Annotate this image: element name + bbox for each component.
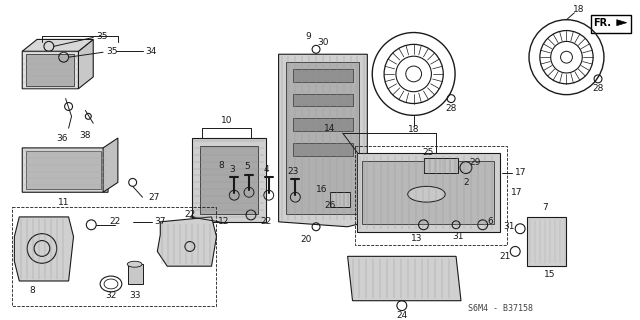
- Polygon shape: [293, 94, 353, 107]
- Polygon shape: [103, 138, 118, 192]
- Text: 27: 27: [148, 193, 160, 202]
- Ellipse shape: [127, 261, 142, 267]
- Polygon shape: [22, 51, 83, 89]
- Text: 25: 25: [423, 148, 434, 157]
- Polygon shape: [278, 54, 367, 227]
- Polygon shape: [157, 217, 216, 266]
- Polygon shape: [358, 153, 500, 232]
- Polygon shape: [22, 39, 93, 51]
- Polygon shape: [287, 62, 360, 214]
- Polygon shape: [348, 256, 461, 301]
- Text: 5: 5: [244, 162, 250, 171]
- Text: 35: 35: [106, 47, 118, 56]
- Ellipse shape: [100, 276, 122, 292]
- Text: 35: 35: [97, 32, 108, 41]
- Text: 33: 33: [129, 291, 140, 300]
- Polygon shape: [79, 39, 93, 89]
- Text: 2: 2: [463, 178, 468, 187]
- Text: 20: 20: [301, 235, 312, 244]
- Ellipse shape: [104, 279, 118, 289]
- Text: 11: 11: [58, 198, 69, 207]
- Text: 31: 31: [504, 222, 515, 231]
- Polygon shape: [22, 148, 108, 192]
- Polygon shape: [293, 69, 353, 82]
- Ellipse shape: [408, 186, 445, 202]
- Text: 3: 3: [229, 165, 235, 174]
- Text: 17: 17: [511, 188, 523, 197]
- Polygon shape: [14, 217, 74, 281]
- Text: 36: 36: [56, 133, 67, 142]
- Text: 29: 29: [469, 158, 481, 167]
- Text: 23: 23: [288, 167, 299, 176]
- Polygon shape: [293, 143, 353, 156]
- Polygon shape: [26, 151, 101, 189]
- Text: 21: 21: [500, 252, 511, 261]
- Text: 17: 17: [515, 168, 527, 177]
- Text: 28: 28: [593, 84, 604, 93]
- Text: 32: 32: [106, 291, 116, 300]
- Text: 31: 31: [452, 232, 464, 241]
- Text: 38: 38: [79, 131, 91, 140]
- Text: 10: 10: [221, 116, 232, 125]
- Polygon shape: [293, 118, 353, 131]
- Text: 22: 22: [184, 211, 195, 220]
- Text: 18: 18: [573, 5, 584, 14]
- Text: 4: 4: [264, 165, 269, 174]
- Polygon shape: [192, 138, 266, 222]
- Text: 26: 26: [324, 201, 335, 210]
- Polygon shape: [200, 146, 258, 214]
- Text: 16: 16: [316, 185, 328, 194]
- Text: 9: 9: [305, 32, 311, 41]
- Polygon shape: [362, 161, 493, 224]
- Text: 22: 22: [260, 217, 271, 226]
- Text: S6M4 - B37158: S6M4 - B37158: [468, 304, 533, 313]
- Text: 34: 34: [146, 47, 157, 56]
- Text: 37: 37: [154, 217, 166, 226]
- Polygon shape: [527, 217, 566, 266]
- Text: 6: 6: [488, 217, 493, 226]
- Text: FR.: FR.: [593, 18, 611, 28]
- Text: 7: 7: [542, 203, 548, 212]
- Text: 15: 15: [544, 269, 556, 279]
- Text: 14: 14: [324, 124, 335, 133]
- Text: 24: 24: [396, 311, 408, 320]
- Polygon shape: [128, 264, 143, 284]
- Text: 22: 22: [109, 217, 120, 226]
- Text: 13: 13: [411, 234, 422, 243]
- Polygon shape: [617, 20, 627, 26]
- Text: 8: 8: [218, 161, 224, 170]
- Polygon shape: [330, 192, 349, 207]
- Text: 12: 12: [218, 217, 229, 226]
- Text: 8: 8: [29, 286, 35, 295]
- Text: 18: 18: [408, 125, 419, 134]
- Polygon shape: [424, 158, 458, 172]
- Text: 28: 28: [445, 104, 457, 113]
- Text: 30: 30: [317, 38, 329, 47]
- Polygon shape: [26, 54, 74, 86]
